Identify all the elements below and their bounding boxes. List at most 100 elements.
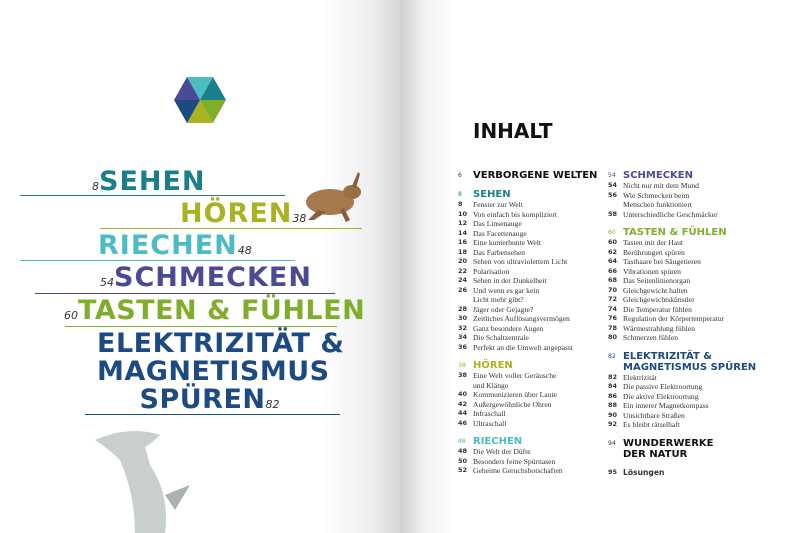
toc-entry-text: Nicht nur mit dem Mund [623, 181, 699, 191]
toc-text-line: Unterschiedliche Geschmäcker [623, 209, 718, 219]
chapter-schmecken: 54SCHMECKEN [100, 262, 312, 293]
toc-entry-text: und Klänge [473, 381, 508, 391]
toc-text-line: Infraschall [473, 409, 506, 418]
toc-section-heading: 54 SCHMECKEN [608, 170, 783, 181]
toc-entry-text: Kommunizieren über Laute [473, 390, 557, 400]
toc-entry-text: Unsichtbare Straßen [623, 411, 685, 421]
toc-text-line: Tasten mit der Haut [623, 238, 683, 247]
toc-text-line: Wie Schmecken beim [623, 190, 690, 200]
toc-text-line: Licht mehr gibt? [473, 295, 524, 304]
toc-entry: 95 Lösungen [608, 468, 783, 478]
toc-entry: 36 Perfekt an die Umwelt angepasst [458, 343, 603, 353]
toc-text-line: Eine Welt voller Geräusche [473, 371, 557, 380]
toc-text-line: Das Linsenauge [473, 219, 522, 228]
toc-entry-text: Außergewöhnliche Ohren [473, 400, 552, 410]
toc-column-1: 6 VERBORGENE WELTEN 8 SEHEN 8 Fenster zur Wel… [458, 162, 603, 476]
toc-entry: 90 Unsichtbare Straßen [608, 411, 783, 421]
chapter-hoeren: HÖREN38 [180, 198, 307, 229]
toc-entry: Licht mehr gibt? [458, 295, 603, 305]
toc-section-heading: 38 HÖREN [458, 360, 603, 371]
toc-page-number: 68 [608, 276, 618, 284]
toc-page-number: 22 [458, 266, 468, 275]
toc-text-line: Die aktive Elektroortung [623, 391, 699, 401]
divider [65, 326, 337, 327]
toc-text-line: ELEKTRIZITÄT & [623, 350, 713, 362]
toc-text-line: Gleichgewicht halten [623, 285, 688, 295]
toc-page-number: 90 [608, 410, 618, 419]
toc-page-number: 8 [458, 191, 462, 198]
toc-page-number: 40 [458, 390, 468, 398]
toc-text-line: Außergewöhnliche Ohren [473, 399, 552, 409]
toc-text-line: Lösungen [623, 467, 665, 477]
toc-entry-text: Es bleibt rätselhaft [623, 420, 680, 430]
toc-page-number: 26 [458, 285, 468, 294]
toc-page-number: 48 [458, 447, 468, 455]
toc-entry-text: Von einfach bis kompliziert [473, 210, 557, 220]
toc-entry-text: ELEKTRIZITÄT & MAGNETISMUS SPÜREN [623, 351, 756, 373]
toc-page-number: 56 [608, 190, 618, 199]
toc-entry-text: Das Linsenauge [473, 219, 522, 229]
toc-entry: 38 Eine Welt voller Geräusche [458, 371, 603, 381]
toc-entry-text: Eine Welt voller Geräusche [473, 371, 556, 381]
toc-text-line: Vibrationen spüren [623, 266, 681, 276]
toc-text-line: Tasthaare bei Säugetieren [623, 257, 701, 266]
toc-entry: 52 Geheime Geruchsbotschaften [458, 466, 603, 476]
toc-text-line: und Klänge [473, 380, 509, 390]
toc-text-line: Unsichtbare Straßen [623, 410, 685, 420]
toc-page-number: 60 [608, 238, 618, 246]
toc-page-number: 82 [608, 352, 616, 360]
toc-entry: 78 Wärmestrahlung fühlen [608, 324, 783, 334]
toc-page-number: 28 [458, 304, 468, 313]
toc-page-number: 16 [458, 238, 468, 246]
toc-page-number: 72 [608, 295, 618, 303]
toc-text-line: Eine kunterbunte Welt [473, 238, 541, 247]
toc-entry: 66 Vibrationen spüren [608, 267, 783, 277]
chapter-sehen: 8SEHEN [92, 166, 206, 197]
chapter-riechen: RIECHEN48 [98, 230, 252, 261]
toc-entry-text: Tasthaare bei Säugetieren [623, 257, 701, 267]
toc-page-number: 8 [458, 200, 463, 208]
toc-entry-text: RIECHEN [473, 436, 522, 447]
toc-page-number: 38 [458, 371, 468, 379]
toc-entry: 84 Die passive Elektroortung [608, 382, 783, 392]
toc-page-number: 82 [608, 372, 618, 381]
toc-entry: 26 Und wenn es gar kein [458, 286, 603, 296]
toc-page-number: 38 [458, 362, 466, 369]
toc-entry-text: Wärmestrahlung fühlen [623, 324, 695, 334]
toc-page-number: 95 [608, 467, 618, 476]
toc-text-line: MAGNETISMUS SPÜREN [623, 361, 757, 373]
toc-text-line: Regulation der Körpertemperatur [623, 314, 725, 323]
toc-page-number: 54 [608, 172, 616, 179]
toc-page-number: 46 [458, 418, 468, 427]
toc-entry: 88 Ein innerer Magnetkompass [608, 401, 783, 411]
toc-entry: 8 Fenster zur Welt [458, 200, 603, 210]
toc-entry-text: Fenster zur Welt [473, 200, 523, 210]
toc-text-line: SEHEN [473, 189, 511, 200]
toc-section-heading: 8 SEHEN [458, 189, 603, 200]
toc-text-line: Perfekt an die Umwelt angepasst [473, 342, 573, 352]
toc-text-line: Kommunizieren über Laute [473, 390, 557, 399]
toc-entry: 46 Ultraschall [458, 419, 603, 429]
toc-text-line: Jäger oder Gejagte? [473, 304, 534, 314]
toc-text-line: Es bleibt rätselhaft [623, 420, 680, 429]
toc-text-line: Sehen in der Dunkelheit [473, 276, 547, 285]
toc-text-line: Nicht nur mit dem Mund [623, 181, 699, 190]
toc-entry-text: Ein innerer Magnetkompass [623, 401, 709, 411]
toc-entry: 60 Tasten mit der Haut [608, 238, 783, 248]
toc-page-number: 12 [458, 219, 468, 227]
toc-entry: 72 Gleichgewichtskünstler [608, 295, 783, 305]
toc-entry-text: Gleichgewichtskünstler [623, 295, 695, 305]
toc-page-number: 86 [608, 391, 618, 400]
toc-entry-text: Die passive Elektroortung [623, 382, 702, 392]
toc-text-line: Zeitliches Auflösungsvermögen [473, 314, 570, 323]
toc-entry-text: Unterschiedliche Geschmäcker [623, 210, 718, 220]
toc-entry: 30 Zeitliches Auflösungsvermögen [458, 314, 603, 324]
toc-page-number: 74 [608, 304, 618, 313]
toc-text-line: WUNDERWERKE [623, 437, 714, 449]
toc-text-line: Berührungen spüren [623, 247, 685, 257]
toc-page-number: 10 [458, 209, 468, 218]
toc-entry: 42 Außergewöhnliche Ohren [458, 400, 603, 410]
toc-section-heading: 48 RIECHEN [458, 436, 603, 447]
toc-page-number: 42 [458, 399, 468, 408]
toc-entry-text: Die Temperatur fühlen [623, 305, 692, 315]
